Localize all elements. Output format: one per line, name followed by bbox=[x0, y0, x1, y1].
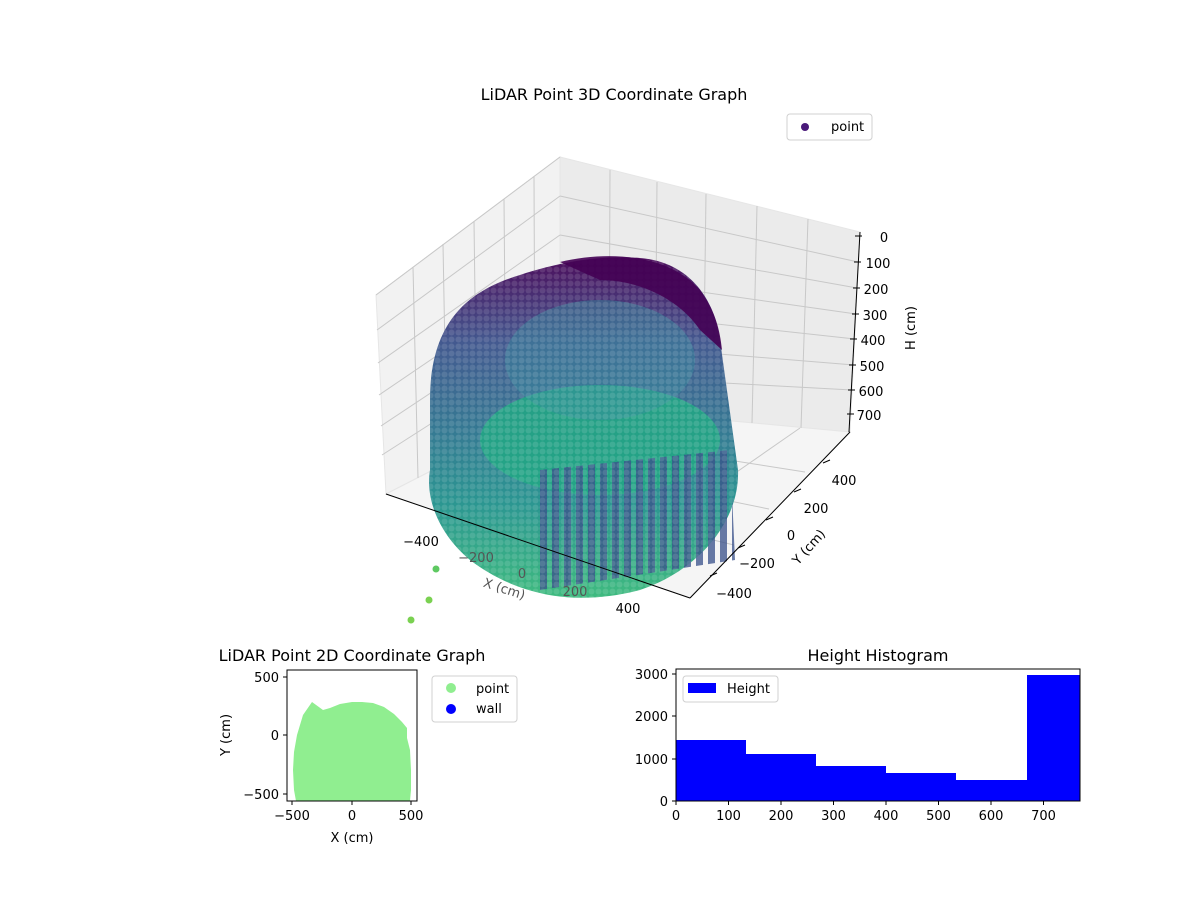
z-tick: 700 bbox=[857, 409, 882, 424]
plot-3d: LiDAR Point 3D Coordinate Graph bbox=[375, 85, 919, 624]
point-cloud-3d bbox=[407, 256, 739, 624]
x-tick: 400 bbox=[874, 809, 899, 824]
z-tick: 100 bbox=[866, 257, 891, 272]
x-tick: 700 bbox=[1031, 809, 1056, 824]
y-tick: 500 bbox=[254, 671, 279, 686]
y-tick: −200 bbox=[739, 557, 775, 572]
z-axis-3d: 0 100 200 300 400 500 600 700 H (cm) bbox=[847, 231, 919, 433]
histogram-title: Height Histogram bbox=[808, 646, 949, 665]
x-tick: 200 bbox=[769, 809, 794, 824]
legend-2d: point wall bbox=[431, 675, 518, 723]
y-tick: 3000 bbox=[635, 668, 668, 683]
x-tick: 300 bbox=[821, 809, 846, 824]
x-tick: 600 bbox=[979, 809, 1004, 824]
plot-3d-title: LiDAR Point 3D Coordinate Graph bbox=[481, 85, 748, 104]
legend-swatch-icon bbox=[688, 683, 716, 693]
x-tick: −500 bbox=[274, 809, 310, 824]
legend-point-marker-icon bbox=[446, 683, 456, 693]
legend-wall-marker-icon bbox=[446, 704, 456, 714]
x-tick: 0 bbox=[518, 567, 526, 582]
x-tick: 0 bbox=[672, 809, 680, 824]
x-tick: 500 bbox=[399, 809, 424, 824]
y-tick: 400 bbox=[832, 474, 857, 489]
y-tick: 0 bbox=[271, 729, 279, 744]
plot-2d: LiDAR Point 2D Coordinate Graph −500 0 5… bbox=[219, 646, 518, 846]
x-axis-label: X (cm) bbox=[331, 831, 374, 846]
y-axis-label: Y (cm) bbox=[219, 714, 234, 757]
x-tick: 400 bbox=[616, 602, 641, 617]
y-tick: 0 bbox=[660, 795, 668, 810]
y-tick: 2000 bbox=[635, 710, 668, 725]
y-tick: 0 bbox=[787, 529, 795, 544]
legend-3d: point bbox=[786, 113, 873, 141]
x-tick: −200 bbox=[458, 551, 494, 566]
z-tick: 200 bbox=[864, 283, 889, 298]
legend-label: Height bbox=[727, 682, 770, 697]
legend-label: point bbox=[831, 120, 864, 135]
y-tick: −400 bbox=[716, 587, 752, 602]
z-tick: 600 bbox=[859, 385, 884, 400]
x-tick: 200 bbox=[563, 585, 588, 600]
x-tick: 0 bbox=[348, 809, 356, 824]
x-tick: −400 bbox=[403, 535, 439, 550]
legend-histogram: Height bbox=[682, 675, 779, 703]
z-tick: 400 bbox=[861, 334, 886, 349]
plot-2d-title: LiDAR Point 2D Coordinate Graph bbox=[219, 646, 486, 665]
y-tick: 200 bbox=[804, 502, 829, 517]
z-axis-label: H (cm) bbox=[904, 306, 919, 350]
y-tick: 1000 bbox=[635, 753, 668, 768]
legend-marker-icon bbox=[801, 123, 809, 131]
z-tick: 500 bbox=[860, 360, 885, 375]
legend-label: wall bbox=[476, 702, 502, 717]
z-tick: 0 bbox=[880, 231, 888, 246]
histogram-bars bbox=[676, 675, 1080, 801]
z-tick: 300 bbox=[863, 309, 888, 324]
point-scatter-2d bbox=[293, 702, 411, 801]
x-tick: 500 bbox=[926, 809, 951, 824]
height-histogram: Height Histogram 0 100 200 300 bbox=[635, 646, 1081, 824]
y-tick: −500 bbox=[243, 788, 279, 803]
legend-label: point bbox=[476, 682, 509, 697]
x-tick: 100 bbox=[716, 809, 741, 824]
